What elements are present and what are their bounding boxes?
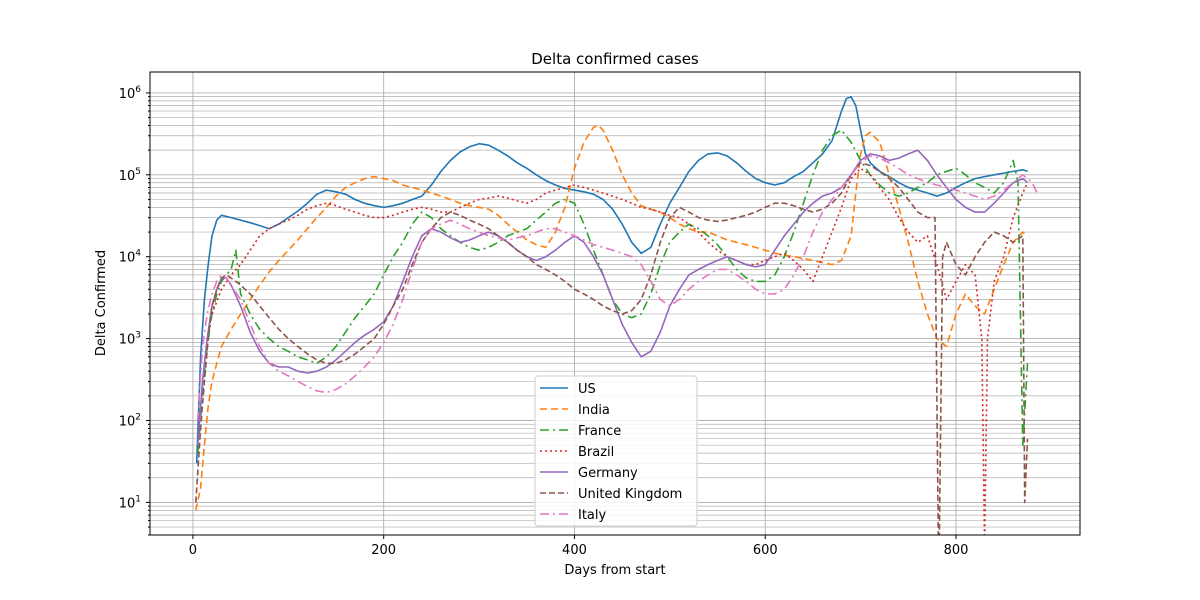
legend-label: US [578, 382, 596, 397]
series-layer [195, 95, 1038, 535]
series-line-germany [196, 149, 1029, 446]
legend-label: Italy [578, 508, 607, 523]
legend-label: France [578, 424, 621, 439]
x-tick-label: 800 [944, 543, 969, 558]
chart-title: Delta confirmed cases [531, 50, 699, 68]
series-line-italy [196, 155, 1038, 421]
x-tick-label: 400 [562, 543, 587, 558]
series-line-united-kingdom [195, 162, 1029, 535]
legend-label: United Kingdom [578, 487, 682, 502]
series-line-india [195, 124, 1028, 511]
x-tick-label: 600 [753, 543, 778, 558]
x-tick-label: 0 [189, 543, 197, 558]
legend-label: Germany [578, 466, 638, 481]
legend-label: Brazil [578, 445, 614, 460]
legend: US India France Brazil Germany United Kingdom… [534, 375, 698, 527]
x-axis: 0 200 400 600 800 [189, 535, 969, 558]
plot-frame [149, 71, 1081, 536]
legend-label: India [578, 403, 610, 418]
y-axis-label: Delta Confirmed [94, 250, 109, 356]
x-tick-label: 200 [371, 543, 396, 558]
series-line-france [196, 129, 1029, 454]
x-axis-label: Days from start [564, 563, 665, 578]
legend-box [534, 375, 698, 527]
